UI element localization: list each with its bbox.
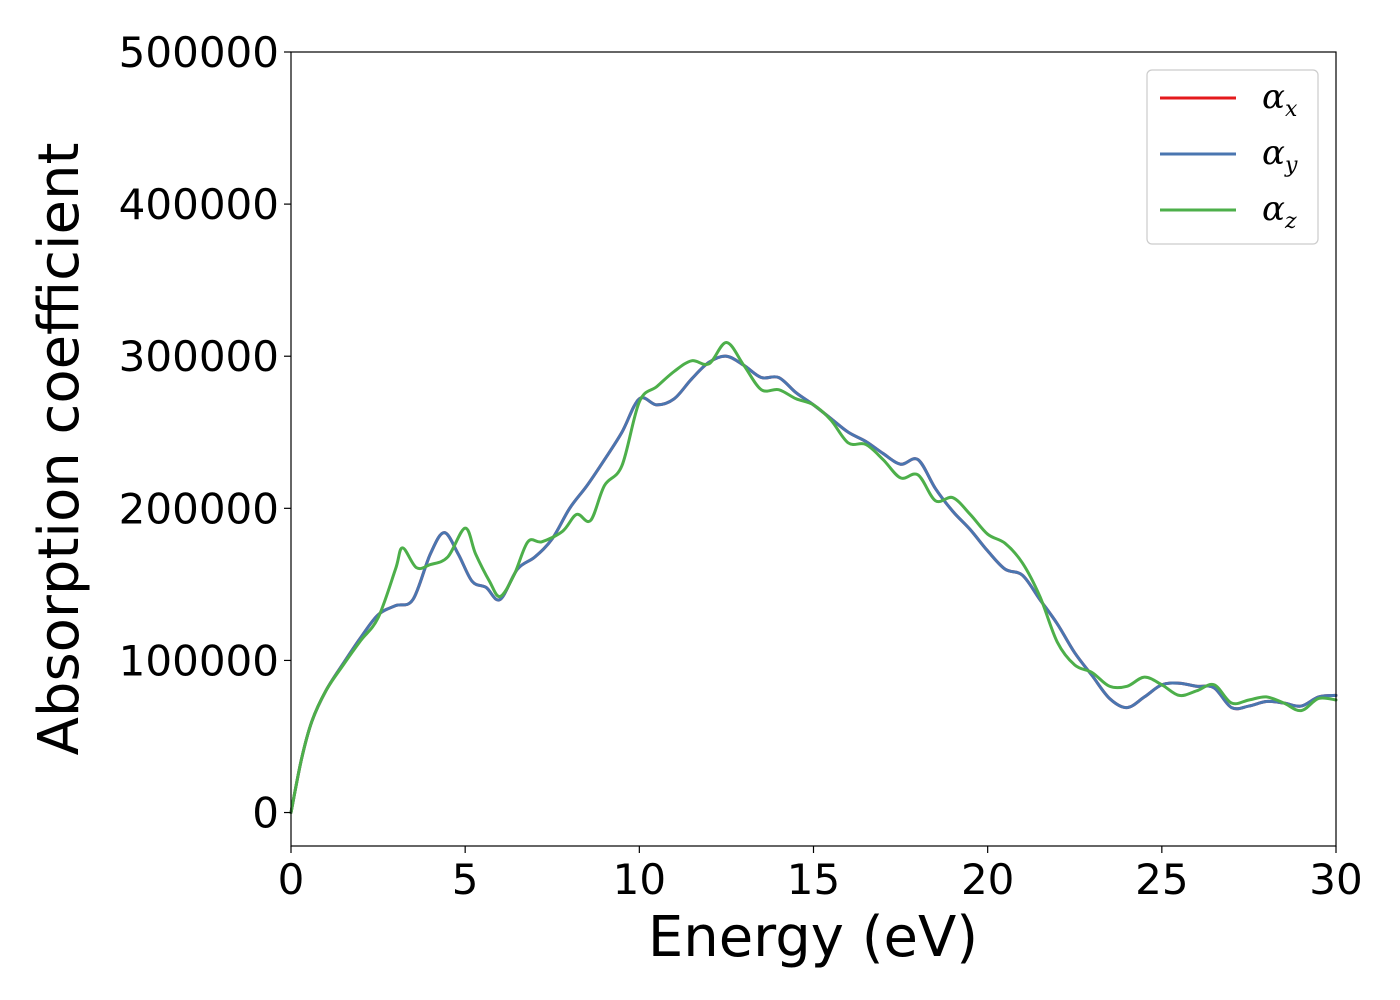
- x-tick-label: 10: [613, 855, 666, 904]
- y-axis: 0 100000 200000 300000 400000 500000: [119, 28, 291, 838]
- y-tick-label: 500000: [119, 28, 279, 77]
- legend-label-z: αz: [1262, 189, 1297, 234]
- x-tick-label: 25: [1135, 855, 1188, 904]
- y-axis-title: Absorption coefficient: [27, 143, 92, 756]
- y-tick-label: 400000: [119, 180, 279, 229]
- x-tick-label: 5: [452, 855, 479, 904]
- x-axis-title: Energy (eV): [648, 905, 978, 970]
- x-tick-label: 20: [961, 855, 1014, 904]
- legend-frame: [1146, 69, 1319, 245]
- y-tick-label: 200000: [119, 484, 279, 533]
- y-tick-label: 0: [252, 789, 279, 838]
- series-line-z: [289, 341, 1338, 815]
- x-axis: 0 5 10 15 20 25 30: [278, 846, 1363, 904]
- y-tick-label: 300000: [119, 332, 279, 381]
- y-tick-label: 100000: [119, 636, 279, 685]
- legend-label-x: αx: [1262, 77, 1298, 122]
- series-layer: [289, 341, 1338, 815]
- series-line-y: [289, 354, 1338, 815]
- x-tick-label: 0: [278, 855, 305, 904]
- legend-label-y: αy: [1262, 133, 1298, 178]
- x-tick-label: 30: [1309, 855, 1362, 904]
- x-tick-label: 15: [787, 855, 840, 904]
- legend: αx αy αz: [1146, 69, 1319, 245]
